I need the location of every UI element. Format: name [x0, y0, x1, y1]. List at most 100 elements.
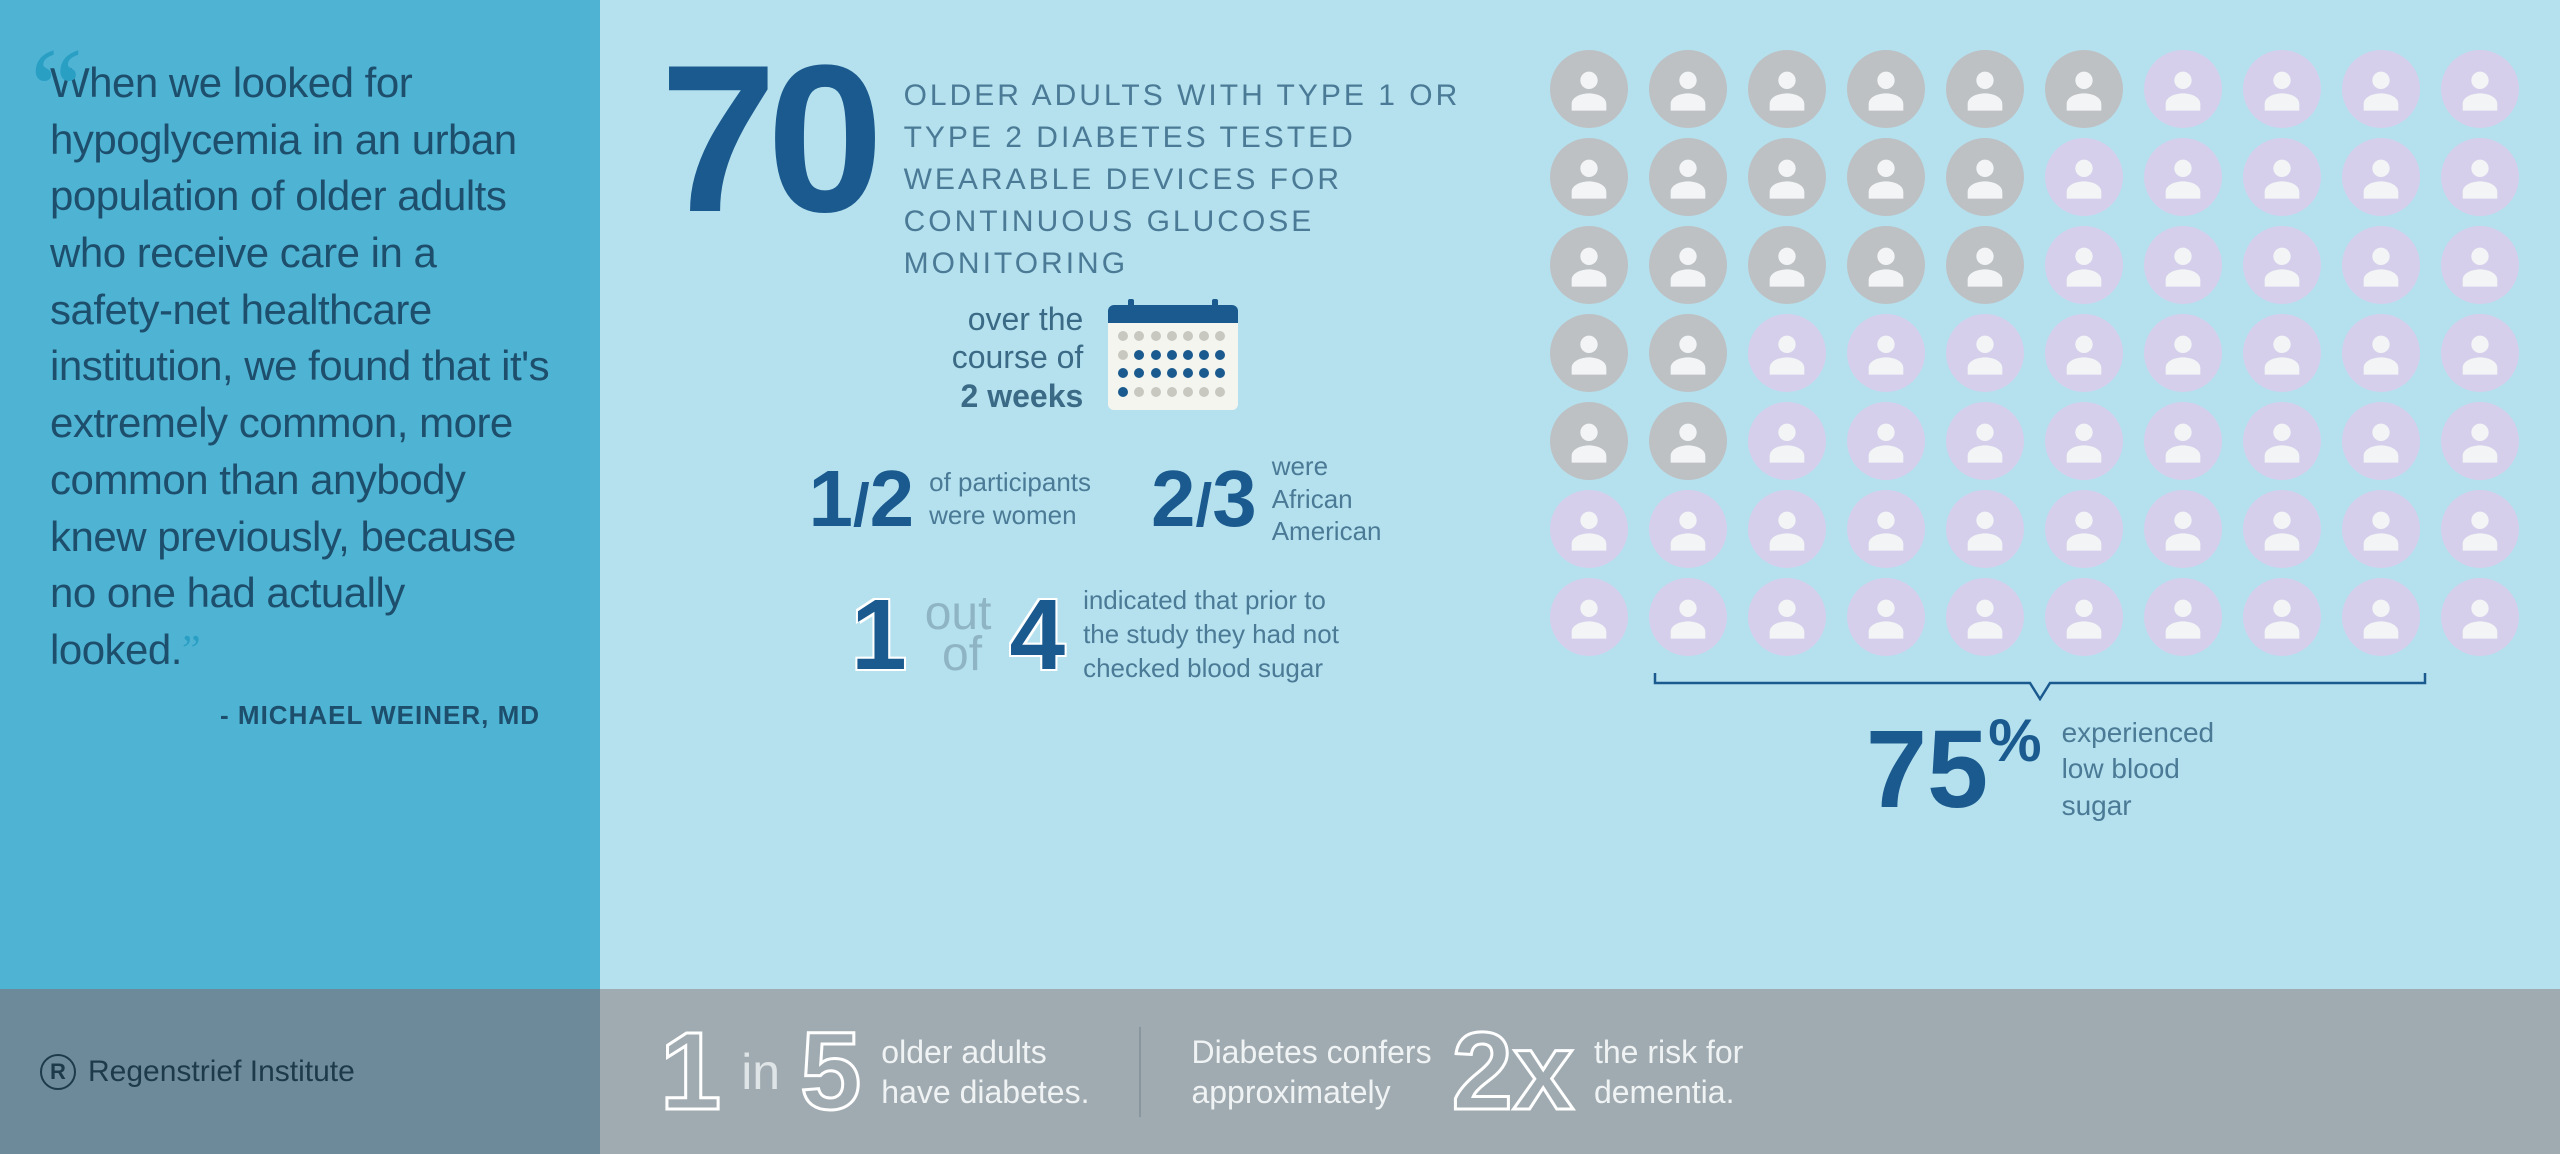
person-icon	[2342, 402, 2420, 480]
person-icon	[1847, 138, 1925, 216]
weeks-text: over the course of 2 weeks	[952, 300, 1084, 415]
open-quote-icon: “	[30, 60, 83, 120]
twox-big: 2x	[1452, 1008, 1574, 1135]
person-icon	[1550, 138, 1628, 216]
person-icon	[2441, 226, 2519, 304]
person-icon	[1550, 578, 1628, 656]
twox-pre: Diabetes confersapproximately	[1191, 1032, 1431, 1112]
twothirds-fraction: 2/3	[1151, 453, 1257, 545]
person-icon	[2045, 138, 2123, 216]
main-row: “ When we looked for hypoglycemia in an …	[0, 0, 2560, 989]
stat-70-row: 70 OLDER ADULTS WITH TYPE 1 OR TYPE 2 DI…	[660, 50, 1530, 285]
person-icon	[1748, 50, 1826, 128]
person-icon	[1550, 50, 1628, 128]
person-icon	[1946, 314, 2024, 392]
person-icon	[1748, 490, 1826, 568]
stats-left: 70 OLDER ADULTS WITH TYPE 1 OR TYPE 2 DI…	[660, 50, 1530, 949]
infographic: “ When we looked for hypoglycemia in an …	[0, 0, 2560, 1154]
person-icon	[1748, 314, 1826, 392]
quote-text: When we looked for hypoglycemia in an ur…	[40, 55, 560, 680]
logo-text: Regenstrief Institute	[88, 1055, 355, 1089]
twox-post: the risk fordementia.	[1594, 1032, 1743, 1112]
person-icon	[2342, 226, 2420, 304]
person-icon	[1847, 578, 1925, 656]
person-icon	[2243, 490, 2321, 568]
twothirds-text: wereAfricanAmerican	[1272, 450, 1382, 548]
person-icon	[1550, 314, 1628, 392]
person-icon	[1748, 578, 1826, 656]
person-icon	[2342, 314, 2420, 392]
person-icon	[2243, 578, 2321, 656]
calendar-icon	[1108, 305, 1238, 410]
logo: R Regenstrief Institute	[40, 1054, 355, 1090]
one4-n1: 1	[851, 578, 907, 693]
person-icon	[1946, 138, 2024, 216]
fif-n1: 1	[660, 1008, 721, 1135]
person-icon	[2144, 226, 2222, 304]
person-icon	[1550, 490, 1628, 568]
person-icon	[1946, 226, 2024, 304]
person-icon	[1550, 226, 1628, 304]
person-icon	[1847, 402, 1925, 480]
person-icon	[2243, 138, 2321, 216]
bracket-icon	[1650, 671, 2430, 701]
one-in-five: 1 in 5 older adultshave diabetes.	[660, 1008, 1089, 1135]
person-icon	[2342, 490, 2420, 568]
person-icon	[1847, 314, 1925, 392]
person-icon	[1748, 226, 1826, 304]
stat-70-number: 70	[660, 50, 874, 229]
footer-left: R Regenstrief Institute	[0, 989, 600, 1154]
pct-block: 75% experiencedlow bloodsugar	[1866, 706, 2214, 833]
person-icon	[1649, 490, 1727, 568]
fractions-row: 1/2 of participantswere women 2/3 wereAf…	[660, 450, 1530, 548]
person-icon	[1847, 490, 1925, 568]
twothirds-stat: 2/3 wereAfricanAmerican	[1151, 450, 1382, 548]
person-icon	[1649, 578, 1727, 656]
person-icon	[2144, 490, 2222, 568]
person-icon	[2045, 578, 2123, 656]
person-icon	[2243, 226, 2321, 304]
person-icon	[1946, 490, 2024, 568]
pct-row: 75% experiencedlow bloodsugar	[1550, 676, 2530, 833]
person-icon	[2144, 314, 2222, 392]
logo-icon: R	[40, 1054, 76, 1090]
person-icon	[2144, 138, 2222, 216]
fif-n2: 5	[800, 1008, 861, 1135]
person-icon	[1649, 50, 1727, 128]
half-stat: 1/2 of participantswere women	[808, 450, 1091, 548]
quote-attribution: - MICHAEL WEINER, MD	[40, 700, 560, 731]
person-icon	[2441, 402, 2519, 480]
person-icon	[1748, 138, 1826, 216]
person-icon	[1649, 314, 1727, 392]
person-icon	[1649, 402, 1727, 480]
person-icon	[1946, 578, 2024, 656]
one4-mid: out of	[925, 594, 992, 676]
person-icon	[2441, 578, 2519, 656]
footer-divider	[1139, 1027, 1141, 1117]
two-x: Diabetes confersapproximately 2x the ris…	[1191, 1008, 1743, 1135]
person-icon	[2243, 314, 2321, 392]
weeks-row: over the course of 2 weeks	[660, 300, 1530, 415]
quote-panel: “ When we looked for hypoglycemia in an …	[0, 0, 600, 989]
footer-right: 1 in 5 older adultshave diabetes. Diabet…	[600, 989, 2560, 1154]
person-icon	[2441, 50, 2519, 128]
person-icon	[1649, 226, 1727, 304]
person-icon	[2342, 50, 2420, 128]
person-icon	[1847, 226, 1925, 304]
person-icon	[2045, 314, 2123, 392]
close-quote-icon: ”	[182, 628, 200, 674]
person-icon	[2045, 50, 2123, 128]
person-icon	[2045, 490, 2123, 568]
person-icon	[1748, 402, 1826, 480]
half-fraction: 1/2	[808, 453, 914, 545]
one4-text: indicated that prior tothe study they ha…	[1083, 584, 1339, 685]
footer: R Regenstrief Institute 1 in 5 older adu…	[0, 989, 2560, 1154]
person-icon	[2144, 402, 2222, 480]
half-text: of participantswere women	[929, 466, 1091, 531]
pct-text: experiencedlow bloodsugar	[2062, 715, 2215, 824]
person-icon	[2342, 578, 2420, 656]
fif-in: in	[741, 1043, 780, 1101]
people-grid	[1550, 50, 2530, 656]
one4-n2: 4	[1009, 578, 1065, 693]
stat-70-desc: OLDER ADULTS WITH TYPE 1 OR TYPE 2 DIABE…	[904, 75, 1530, 285]
